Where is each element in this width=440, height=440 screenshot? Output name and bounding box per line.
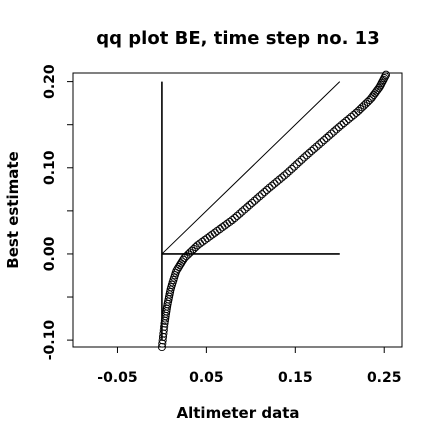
qq-point — [218, 223, 227, 232]
qq-point — [250, 196, 259, 205]
qq-point — [347, 112, 356, 121]
qq-point — [255, 192, 264, 201]
qq-point — [327, 129, 336, 138]
qq-point — [270, 179, 279, 188]
data-points — [157, 70, 391, 352]
y-axis-label: Best estimate — [4, 151, 22, 268]
qq-point — [315, 140, 324, 149]
qq-point — [302, 151, 311, 160]
y-tick-label: 0.00 — [42, 236, 58, 271]
qq-point — [312, 142, 321, 151]
qq-point — [233, 211, 242, 220]
qq-point — [342, 116, 351, 126]
chart-title: qq plot BE, time step no. 13 — [96, 28, 379, 49]
plot-frame — [72, 72, 403, 348]
qq-point — [332, 125, 341, 134]
qq-point — [290, 162, 299, 171]
qq-point — [260, 188, 269, 197]
qq-point — [339, 118, 348, 128]
qq-point — [262, 185, 272, 194]
qq-point — [287, 164, 296, 173]
qq-point — [240, 205, 249, 214]
qq-point — [238, 207, 247, 216]
qq-point — [282, 169, 291, 178]
qq-point — [228, 216, 237, 225]
qq-point — [223, 219, 232, 228]
qq-point — [243, 203, 252, 212]
y-tick-label: 0.20 — [42, 64, 58, 99]
qq-point — [213, 226, 222, 235]
qq-point — [235, 209, 244, 218]
qq-point — [257, 190, 267, 199]
qq-point — [317, 138, 326, 147]
qq-point — [305, 149, 314, 158]
qq-point — [329, 127, 339, 136]
qq-point — [267, 181, 276, 190]
qq-point — [295, 157, 304, 167]
reference-line-identity — [161, 81, 341, 255]
qq-point — [210, 228, 219, 237]
qq-point — [220, 221, 229, 230]
qq-point — [280, 171, 289, 180]
qq-point — [349, 110, 358, 119]
qq-point — [225, 217, 234, 226]
qq-point — [208, 230, 217, 239]
qq-point — [319, 136, 329, 145]
qq-point — [215, 225, 224, 234]
qq-point — [277, 173, 286, 182]
x-axis-label: Altimeter data — [177, 404, 300, 422]
qq-point — [381, 70, 391, 79]
qq-point — [285, 167, 294, 176]
qq-point — [292, 160, 301, 169]
qq-point — [230, 213, 239, 223]
qq-point — [324, 131, 334, 140]
qq-point — [205, 232, 214, 241]
qq-point — [200, 235, 209, 244]
y-axis: -0.10 0.00 0.10 0.20 — [42, 64, 73, 360]
qq-point — [275, 175, 284, 184]
reference-lines — [161, 81, 341, 341]
x-tick-label: 0.05 — [189, 370, 224, 386]
y-tick-label: 0.10 — [42, 150, 58, 185]
qq-point — [322, 133, 331, 143]
qq-point — [203, 234, 212, 243]
qq-point — [344, 114, 353, 123]
qq-point — [307, 146, 316, 155]
qq-point — [265, 183, 274, 192]
qq-point — [310, 144, 319, 153]
qq-point — [337, 121, 346, 130]
x-tick-label: -0.05 — [97, 370, 137, 386]
qq-point — [334, 123, 343, 132]
qq-point — [198, 237, 207, 246]
x-axis: -0.05 0.05 0.15 0.25 — [97, 347, 401, 386]
x-tick-label: 0.25 — [367, 370, 402, 386]
qq-point — [300, 153, 309, 162]
qq-point — [248, 198, 257, 207]
qq-point — [381, 72, 390, 81]
y-tick-label: -0.10 — [42, 320, 58, 361]
qq-point — [252, 194, 262, 203]
qq-point — [160, 322, 169, 331]
qq-point — [245, 201, 254, 210]
qq-point — [272, 177, 281, 186]
x-tick-label: 0.15 — [278, 370, 313, 386]
qq-point — [297, 155, 306, 164]
